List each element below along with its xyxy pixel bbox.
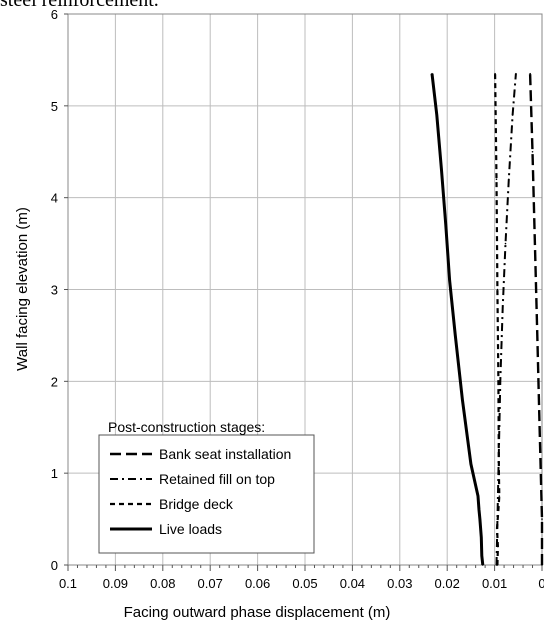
data-point-live-loads (480, 536, 483, 539)
data-point-retained-fill-on-top (504, 242, 507, 245)
data-point-live-loads (435, 114, 438, 116)
data-point-live-loads (454, 334, 457, 337)
data-point-live-loads (479, 518, 481, 520)
y-tick-label: 2 (51, 374, 58, 389)
series-line-live-loads (430, 73, 485, 566)
x-tick-label: 0.08 (150, 576, 175, 591)
data-point-retained-fill-on-top (501, 307, 504, 309)
y-axis-title: Wall facing elevation (m) (14, 207, 31, 371)
data-point-bridge-deck (496, 564, 499, 566)
data-point-retained-fill-on-top (508, 178, 510, 181)
y-tick-label: 3 (51, 283, 58, 298)
x-tick-label: 0.03 (387, 576, 412, 591)
data-point-live-loads (448, 279, 451, 282)
data-point-live-loads (481, 555, 483, 557)
legend-label-bridge-deck: Bridge deck (159, 496, 234, 512)
data-point-bank-seat-installation (529, 72, 531, 75)
axis-ticks: 0.1 0.09 0.08 0.07 0.06 0.05 0.04 0.03 0.02 0.01 0… (51, 7, 544, 591)
legend-label-live-loads: Live loads (159, 521, 222, 537)
data-point-live-loads (444, 224, 447, 227)
data-point-live-loads (470, 463, 472, 465)
series-line-bank-seat-installation (528, 73, 544, 565)
data-point-bridge-deck (496, 527, 498, 530)
legend-label-retained-fill-on-top: Retained fill on top (159, 471, 275, 487)
data-point-bridge-deck (498, 472, 500, 474)
legend-label-bank-seat-installation: Bank seat installation (159, 446, 291, 462)
x-tick-label: 0.06 (245, 576, 270, 591)
data-point-live-loads (478, 509, 480, 511)
data-point-bridge-deck (497, 509, 500, 511)
data-point-bridge-deck (495, 178, 498, 181)
data-point-retained-fill-on-top (511, 114, 514, 116)
data-point-live-loads (481, 564, 484, 566)
figure-caption-fragment: steel reinforcement. (0, 0, 159, 11)
data-point-bank-seat-installation (534, 242, 536, 245)
x-tick-label: 0.01 (482, 576, 507, 591)
series-line-retained-fill-on-top (495, 73, 517, 566)
data-series (430, 72, 544, 566)
data-point-bridge-deck (496, 288, 499, 291)
data-point-retained-fill-on-top (515, 72, 517, 75)
data-point-bank-seat-installation (541, 518, 543, 520)
y-tick-label: 4 (51, 191, 58, 206)
data-point-live-loads (440, 169, 443, 171)
y-tick-label: 0 (51, 558, 58, 573)
data-point-live-loads (431, 72, 433, 75)
x-tick-label: 0.09 (103, 576, 128, 591)
y-tick-label: 1 (51, 466, 58, 481)
x-tick-label: 0.04 (340, 576, 365, 591)
data-point-bridge-deck (497, 380, 500, 383)
data-point-bank-seat-installation (531, 150, 534, 153)
data-point-bridge-deck (494, 72, 496, 75)
x-tick-label: 0.1 (59, 576, 77, 591)
data-point-bank-seat-installation (536, 334, 539, 337)
x-tick-label: 0 (538, 576, 544, 591)
x-tick-label: 0.02 (435, 576, 460, 591)
data-point-bank-seat-installation (538, 426, 541, 429)
data-point-retained-fill-on-top (499, 380, 502, 383)
data-point-bridge-deck (497, 545, 499, 548)
x-tick-label: 0.05 (292, 576, 317, 591)
data-point-live-loads (461, 398, 464, 401)
x-tick-label: 0.07 (198, 576, 223, 591)
data-point-live-loads (477, 495, 479, 497)
legend-title: Post-construction stages: (108, 419, 265, 435)
data-point-bank-seat-installation (541, 564, 543, 566)
y-tick-label: 5 (51, 99, 58, 114)
data-point-bridge-deck (498, 495, 501, 497)
x-axis-title: Facing outward phase displacement (m) (124, 604, 391, 621)
legend: Post-construction stages: Bank seat inst… (98, 419, 315, 554)
series-line-bridge-deck (494, 73, 501, 566)
y-tick-label: 6 (51, 7, 58, 22)
